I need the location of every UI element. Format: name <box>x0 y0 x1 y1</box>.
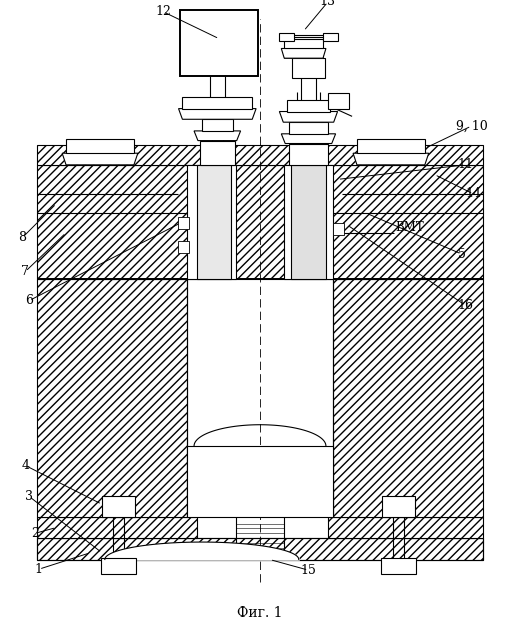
Text: 7: 7 <box>21 265 29 278</box>
Polygon shape <box>292 58 325 77</box>
Text: 6: 6 <box>25 294 33 307</box>
Polygon shape <box>177 241 189 253</box>
Polygon shape <box>281 49 326 58</box>
Polygon shape <box>284 165 333 279</box>
Polygon shape <box>279 33 294 41</box>
Text: 9, 10: 9, 10 <box>456 120 487 132</box>
Polygon shape <box>200 141 235 165</box>
Polygon shape <box>187 446 333 517</box>
Polygon shape <box>194 131 241 141</box>
Polygon shape <box>181 10 258 76</box>
Polygon shape <box>281 134 336 143</box>
Text: 1: 1 <box>35 563 43 576</box>
Text: 2: 2 <box>31 527 39 540</box>
Text: 4: 4 <box>21 459 29 472</box>
Polygon shape <box>37 279 187 517</box>
Polygon shape <box>323 33 337 41</box>
Polygon shape <box>382 495 415 517</box>
Polygon shape <box>287 100 330 111</box>
Polygon shape <box>289 122 328 134</box>
Text: Фиг. 1: Фиг. 1 <box>237 606 283 620</box>
Polygon shape <box>62 153 138 165</box>
Polygon shape <box>289 143 328 165</box>
Polygon shape <box>192 175 231 271</box>
Polygon shape <box>66 139 134 153</box>
Polygon shape <box>101 557 136 574</box>
Text: 13: 13 <box>320 0 336 8</box>
Polygon shape <box>291 165 326 279</box>
Polygon shape <box>381 557 416 574</box>
Polygon shape <box>333 279 483 517</box>
Text: 5: 5 <box>458 248 466 260</box>
Polygon shape <box>353 153 429 165</box>
Polygon shape <box>333 223 344 235</box>
Polygon shape <box>284 49 323 58</box>
Polygon shape <box>177 217 189 229</box>
Polygon shape <box>187 165 236 279</box>
Polygon shape <box>357 139 425 153</box>
Polygon shape <box>202 119 233 131</box>
Text: 8: 8 <box>18 231 26 244</box>
Text: 15: 15 <box>301 564 317 577</box>
Polygon shape <box>328 517 483 538</box>
Polygon shape <box>289 175 328 271</box>
Polygon shape <box>102 495 135 517</box>
Polygon shape <box>37 145 483 165</box>
Polygon shape <box>182 97 252 109</box>
Polygon shape <box>328 93 349 109</box>
Polygon shape <box>284 39 323 49</box>
Text: 14: 14 <box>466 188 481 200</box>
Text: 12: 12 <box>155 5 171 18</box>
Polygon shape <box>197 165 231 279</box>
Text: ВМТ: ВМТ <box>396 221 425 234</box>
Polygon shape <box>37 538 483 559</box>
Text: 16: 16 <box>458 299 473 312</box>
Text: 11: 11 <box>458 158 473 172</box>
Polygon shape <box>179 109 256 119</box>
Polygon shape <box>279 111 337 122</box>
Polygon shape <box>37 517 197 538</box>
Text: 3: 3 <box>25 490 33 503</box>
Polygon shape <box>37 165 483 279</box>
